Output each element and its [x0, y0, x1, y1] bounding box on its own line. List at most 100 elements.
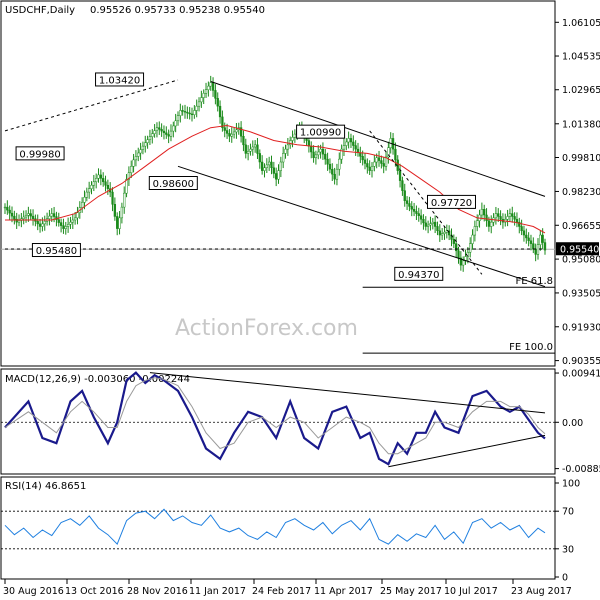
price-axis-tick-label: 0.91930	[562, 322, 600, 333]
candle-body	[73, 217, 77, 221]
macd-trend-line	[388, 434, 546, 468]
candle-body	[83, 196, 86, 203]
candle-body	[66, 224, 70, 227]
candle-body	[137, 152, 140, 157]
candle-body	[345, 141, 348, 146]
candle-body	[483, 209, 486, 216]
candle-body	[197, 101, 201, 107]
candle-body	[92, 181, 95, 186]
candle-body	[471, 234, 474, 244]
candle-body	[207, 85, 210, 90]
candle-body	[377, 157, 381, 161]
candle-body	[319, 148, 322, 153]
candle-body	[193, 110, 196, 116]
candle-body	[62, 225, 65, 229]
candle-body	[228, 133, 231, 137]
candle-body	[534, 248, 537, 255]
candle-body	[354, 145, 357, 150]
candle-body	[249, 148, 252, 152]
rsi-axis: 100 70 30 0	[555, 479, 580, 584]
candle-body	[485, 214, 488, 221]
price-axis-tick-label: 0.90355	[562, 356, 600, 367]
rsi-layer	[1, 508, 555, 550]
watermark: ActionForex.com	[175, 316, 358, 341]
candle-body	[132, 159, 135, 167]
price-annotation-label: 1.03420	[99, 75, 140, 86]
candle-body	[120, 206, 124, 219]
candle-body	[384, 156, 388, 167]
candle-body	[363, 159, 367, 164]
candle-body	[408, 203, 411, 207]
time-axis: 30 Aug 2016 13 Oct 2016 28 Nov 2016 11 Jan …	[3, 579, 572, 597]
candle-body	[543, 242, 547, 251]
candle-body	[440, 233, 444, 236]
candle-body	[508, 213, 512, 217]
candle-body	[209, 82, 212, 87]
candle-body	[321, 148, 325, 155]
candle-body	[148, 136, 152, 140]
candle-body	[419, 215, 423, 220]
candle-body	[3, 206, 7, 209]
candle-body	[186, 111, 189, 114]
candle-body	[195, 105, 198, 111]
candle-body	[317, 151, 320, 156]
candle-body	[338, 158, 341, 170]
candle-body	[139, 149, 142, 154]
candle-body	[536, 244, 540, 255]
candle-body	[410, 206, 413, 210]
macd-axis: 0.009411 0.00 -0.008852	[555, 369, 600, 475]
candle-body	[324, 153, 327, 160]
candle-body	[443, 231, 446, 234]
macd-title: MACD(12,26,9) -0.003060 -0.002244	[5, 374, 190, 385]
rsi-panel	[0, 476, 556, 580]
price-panel	[0, 0, 556, 367]
candle-body	[76, 212, 79, 219]
candle-body	[130, 166, 133, 174]
price-annotation-box	[31, 243, 81, 258]
candle-body	[487, 220, 491, 227]
candle-body	[244, 144, 247, 154]
candle-body	[476, 220, 479, 227]
candle-body	[518, 221, 521, 227]
candle-body	[349, 138, 353, 143]
candle-body	[499, 216, 502, 220]
price-annotation-label: 0.98600	[153, 179, 194, 190]
candle-body	[251, 146, 254, 150]
candle-body	[412, 209, 416, 212]
candle-body	[102, 178, 105, 183]
candle-body	[401, 180, 404, 191]
fe-level-label: FE 61.8	[515, 276, 553, 287]
candle-body	[22, 216, 25, 219]
candle-body	[235, 129, 238, 133]
candle-body	[118, 217, 121, 229]
candle-body	[375, 157, 378, 163]
candle-body	[424, 222, 427, 227]
moving-average-line	[5, 124, 546, 234]
candle-body	[522, 230, 526, 236]
candle-body	[200, 97, 203, 103]
candle-body	[527, 237, 530, 242]
candle-body	[232, 131, 236, 135]
candle-body	[64, 226, 67, 229]
candle-body	[529, 240, 533, 244]
price-annotation-box	[426, 194, 476, 209]
candle-body	[382, 163, 385, 167]
candle-body	[41, 223, 44, 227]
fe-level-label: FE 100.0	[509, 342, 553, 353]
candle-body	[190, 113, 194, 116]
price-axis: 1.06105 1.04535 1.02965 1.01380 0.99810 0.982…	[555, 18, 600, 367]
candle-body	[246, 151, 250, 154]
candle-body	[29, 213, 32, 217]
candle-body	[532, 243, 535, 250]
candle-body	[438, 230, 441, 236]
candle-body	[146, 139, 149, 143]
last-price-label: 0.95540	[560, 245, 599, 256]
price-annotation-box	[148, 176, 198, 190]
candle-body	[314, 154, 318, 158]
candle-body	[352, 141, 355, 146]
candle-body	[153, 130, 156, 134]
pre-trend-dashed-line	[4, 79, 179, 132]
time-axis-tick-label: 25 May 2017	[380, 586, 442, 597]
candle-body	[123, 192, 126, 208]
